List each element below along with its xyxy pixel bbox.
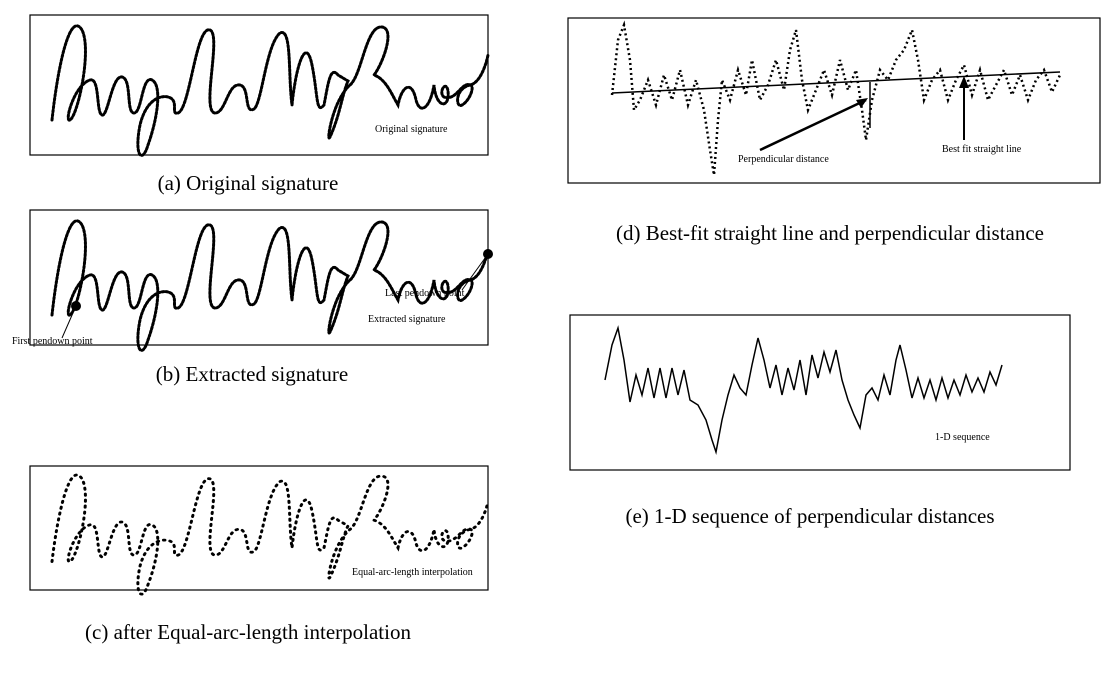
sequence-line bbox=[604, 325, 1003, 455]
panel-label: Original signature bbox=[375, 124, 448, 135]
caption: (e) 1-D sequence of perpendicular distan… bbox=[625, 504, 994, 528]
signature bbox=[50, 24, 490, 157]
caption: (d) Best-fit straight line and perpendic… bbox=[616, 221, 1044, 245]
plot-frame bbox=[29, 465, 489, 591]
caption: (b) Extracted signature bbox=[156, 362, 348, 386]
point-label: First pendown point bbox=[12, 336, 93, 347]
pointer bbox=[61, 305, 77, 339]
plot-frame bbox=[29, 14, 489, 156]
arrowhead bbox=[959, 76, 969, 88]
annotation: Perpendicular distance bbox=[738, 154, 829, 165]
caption: (c) after Equal-arc-length interpolation bbox=[85, 620, 411, 644]
arrowhead bbox=[856, 98, 868, 108]
best-fit-line bbox=[611, 71, 1061, 94]
pointer bbox=[461, 253, 489, 291]
plot-frame bbox=[29, 209, 489, 346]
plot-frame bbox=[567, 17, 1101, 184]
panel-label: Equal-arc-length interpolation bbox=[352, 567, 473, 578]
panel-e: 1-D sequence (e) 1-D sequence of perpend… bbox=[569, 314, 1071, 528]
panel-d: Perpendicular distance Best fit straight… bbox=[567, 17, 1101, 245]
caption: (a) Original signature bbox=[158, 171, 339, 195]
signature bbox=[50, 219, 490, 352]
plot-frame bbox=[569, 314, 1071, 471]
panel-label: 1-D sequence bbox=[935, 432, 990, 443]
arrow bbox=[759, 98, 867, 152]
annotation: Best fit straight line bbox=[942, 144, 1022, 155]
panel-label: Extracted signature bbox=[368, 314, 446, 325]
resampled-signature bbox=[610, 20, 1062, 176]
panel-a: Original signature (a) Original signatur… bbox=[29, 14, 490, 195]
panel-c: Equal-arc-length interpolation (c) after… bbox=[29, 465, 490, 644]
point-label: Last pendown point bbox=[385, 288, 465, 299]
panel-b: First pendown point Last pendown point E… bbox=[12, 209, 493, 386]
